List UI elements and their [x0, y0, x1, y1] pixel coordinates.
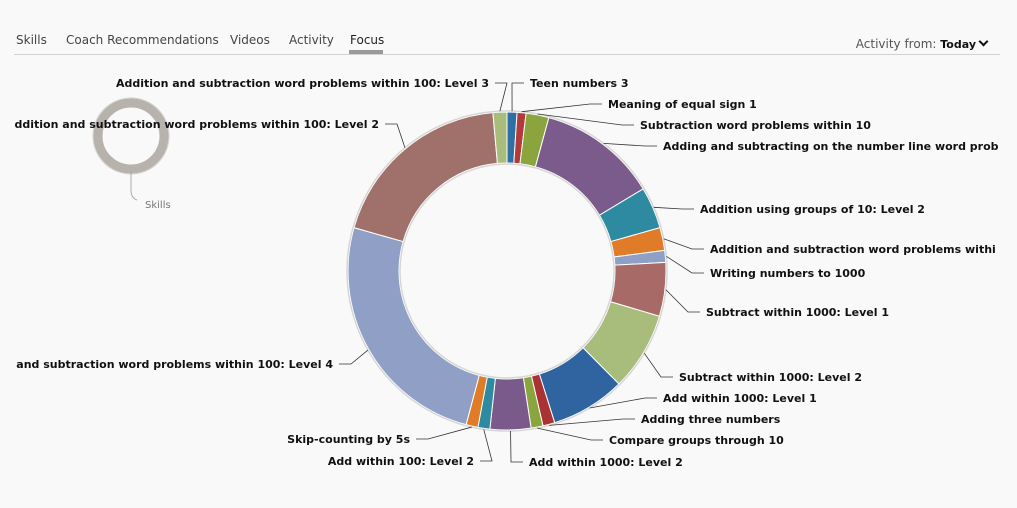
donut-outline: [399, 163, 615, 379]
donut-slice[interactable]: [353, 112, 498, 243]
slice-label: Writing numbers to 1000: [710, 267, 866, 280]
slice-label: Add within 100: Level 2: [328, 455, 474, 468]
slice-label: Subtract within 1000: Level 2: [679, 371, 862, 384]
mini-skills-label: Skills: [145, 200, 171, 211]
slice-label: Addition and subtraction word problems w…: [116, 77, 489, 90]
label-leader-line: [653, 206, 694, 210]
label-leader-line: [549, 418, 635, 426]
slice-label: Subtract within 1000: Level 1: [706, 306, 889, 319]
activity-from-label: Activity from:: [855, 37, 937, 51]
donut-slice[interactable]: [489, 377, 532, 431]
slice-label: Add within 1000: Level 2: [529, 456, 683, 469]
slice-label: Teen numbers 3: [530, 77, 629, 90]
label-leader-line: [511, 82, 524, 112]
slice-label: Addition and subtraction word problems w…: [710, 243, 996, 256]
tab-coach-recommendations[interactable]: Coach Recommendations: [66, 33, 219, 47]
tab-skills[interactable]: Skills: [16, 33, 47, 47]
tab-bar: Skills Coach Recommendations Videos Acti…: [0, 0, 1017, 56]
slice-label: Compare groups through 10: [609, 434, 784, 447]
slice-label: Adding and subtracting on the number lin…: [663, 140, 999, 153]
slice-label: Meaning of equal sign 1: [608, 98, 757, 111]
label-leader-line: [521, 103, 602, 113]
mini-skills-chart[interactable]: Skills: [92, 97, 171, 211]
label-leader-line: [663, 238, 704, 250]
label-leader-line: [665, 289, 700, 313]
slice-label: Subtraction word problems within 10: [640, 119, 871, 132]
donut-slice[interactable]: [347, 227, 480, 426]
slice-label: Adding three numbers: [641, 413, 781, 426]
label-leader-line: [537, 427, 603, 441]
label-leader-line: [339, 349, 369, 365]
mini-donut-ring: [93, 98, 169, 174]
slice-label: ddition and subtraction word problems wi…: [15, 118, 380, 131]
label-leader-line: [385, 123, 406, 148]
active-tab-indicator: [349, 50, 383, 54]
label-leader-line: [416, 426, 472, 440]
label-leader-line: [495, 82, 508, 112]
label-leader-line: [537, 113, 634, 126]
tab-divider: [14, 54, 1000, 55]
activity-from-value: Today: [940, 38, 976, 51]
tab-focus[interactable]: Focus: [350, 33, 385, 47]
slice-label: and subtraction word problems within 100…: [16, 358, 333, 371]
label-leader-line: [666, 255, 704, 274]
tab-activity[interactable]: Activity: [289, 33, 334, 47]
label-leader-line: [603, 142, 657, 147]
activity-from-dropdown[interactable]: Activity from: Today: [855, 36, 989, 51]
donut-slice[interactable]: [492, 111, 508, 164]
tab-videos[interactable]: Videos: [230, 33, 270, 47]
label-leader-line: [643, 352, 673, 378]
mini-label-leader: [130, 171, 138, 201]
label-leader-line: [589, 397, 657, 409]
slice-label: Skip-counting by 5s: [287, 433, 410, 446]
slice-label: Addition using groups of 10: Level 2: [700, 203, 925, 216]
label-leader-line: [510, 430, 523, 463]
mini-donut-outline: [92, 97, 170, 175]
label-leader-line: [480, 429, 493, 462]
slice-label: Add within 1000: Level 1: [663, 392, 817, 405]
donut-outline: [346, 110, 668, 432]
